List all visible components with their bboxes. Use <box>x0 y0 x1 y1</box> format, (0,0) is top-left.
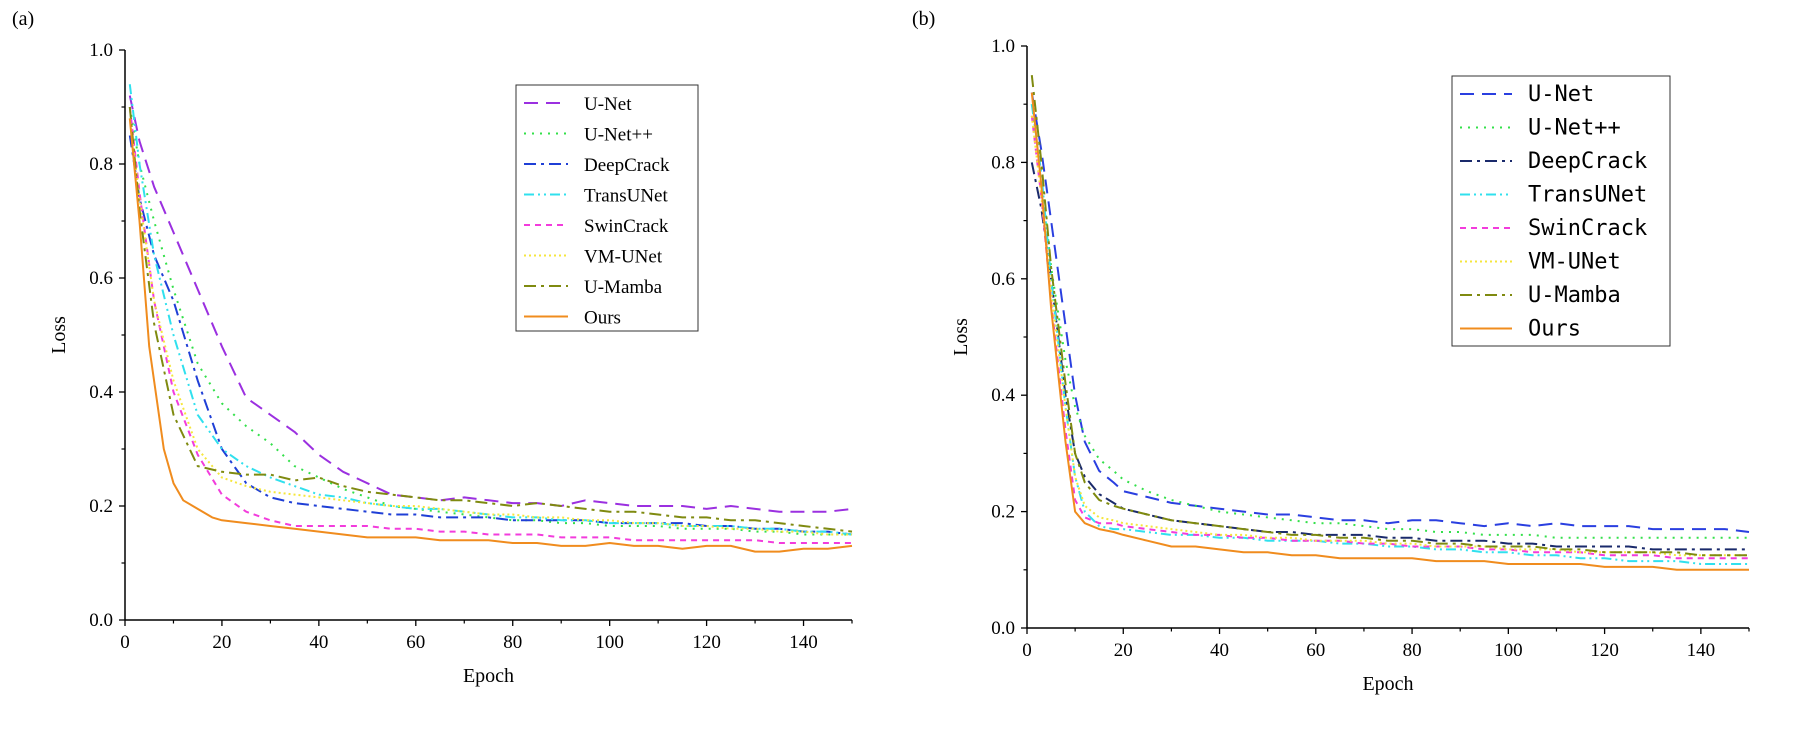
legend-label: Ours <box>1528 317 1581 342</box>
series-line-vm-unet <box>1030 115 1749 557</box>
y-tick-label: 0.4 <box>991 385 1015 406</box>
x-tick-label: 20 <box>212 632 231 653</box>
legend-label: DeepCrack <box>1528 149 1647 174</box>
series-line-transunet <box>128 84 853 536</box>
legend-label: TransUNet <box>584 186 668 207</box>
legend-box <box>1451 75 1671 347</box>
x-tick-label: 80 <box>503 632 522 653</box>
legend-label: VM-UNet <box>584 247 663 268</box>
series-line-u-mamba <box>128 106 853 533</box>
series-line-swincrack <box>128 106 852 544</box>
x-axis-title: Epoch <box>1362 673 1413 695</box>
x-tick-label: 140 <box>1687 640 1716 661</box>
legend: U-Net U-Net++ DeepCrack TransUNet SwinCrack V… <box>1451 75 1671 347</box>
x-tick-label: 60 <box>1306 640 1325 661</box>
x-tick-label: 0 <box>1022 640 1032 661</box>
x-tick-label: 0 <box>120 632 130 653</box>
x-tick-label: 140 <box>789 632 818 653</box>
series-line-u-net <box>128 95 853 513</box>
x-tick-label: 20 <box>1114 640 1133 661</box>
series-line-u-mamba <box>1030 74 1749 557</box>
series-line-u-net <box>1030 92 1750 533</box>
series-line-transunet <box>1030 104 1749 565</box>
legend-label: U-Mamba <box>584 277 663 298</box>
x-tick-label: 120 <box>1590 640 1619 661</box>
legend-label: SwinCrack <box>1528 216 1647 241</box>
series-line-ours <box>1030 92 1749 571</box>
y-tick-label: 0.0 <box>991 618 1015 639</box>
panel-b-label: (b) <box>912 8 936 30</box>
chart-panel-a: 0 20 40 60 80 100 120 140 0.0 0.2 0.4 0.6 0.8 1.0 Epoc… <box>48 40 853 687</box>
legend-label: TransUNet <box>1528 183 1647 208</box>
y-tick-label: 0.0 <box>89 610 113 631</box>
y-tick-label: 0.8 <box>89 154 113 175</box>
legend-label: U-Net++ <box>584 125 653 146</box>
y-tick-label: 1.0 <box>991 36 1015 57</box>
series-line-ours <box>128 118 853 553</box>
x-tick-label: 40 <box>1210 640 1229 661</box>
legend-label: U-Net <box>1528 82 1594 107</box>
y-tick-label: 1.0 <box>89 40 113 61</box>
legend: U-Net U-Net++ DeepCrack TransUNet SwinCrack V… <box>515 84 699 332</box>
legend-label: U-Net <box>584 94 632 115</box>
legend-label: VM-UNet <box>1528 250 1621 275</box>
x-tick-label: 80 <box>1403 640 1422 661</box>
legend-label: SwinCrack <box>584 216 669 237</box>
y-axis-title: Loss <box>48 316 70 354</box>
x-tick-label: 60 <box>406 632 425 653</box>
legend-label: U-Mamba <box>1528 283 1621 308</box>
x-tick-label: 100 <box>1494 640 1523 661</box>
panel-a-label: (a) <box>12 8 35 30</box>
legend-label: DeepCrack <box>584 155 670 176</box>
y-tick-label: 0.6 <box>991 269 1015 290</box>
y-tick-label: 0.8 <box>991 152 1015 173</box>
series-line-deepcrack <box>1030 162 1749 551</box>
x-tick-label: 40 <box>309 632 328 653</box>
x-tick-label: 120 <box>692 632 721 653</box>
y-tick-label: 0.2 <box>89 496 113 517</box>
legend-label: U-Net++ <box>1528 116 1621 141</box>
x-tick-label: 100 <box>595 632 624 653</box>
legend-label: Ours <box>584 308 621 329</box>
series-line-vm-unet <box>128 118 852 536</box>
legend-box <box>515 84 699 332</box>
y-axis-title: Loss <box>950 318 972 356</box>
y-tick-label: 0.6 <box>89 268 113 289</box>
x-axis-title: Epoch <box>463 665 514 687</box>
y-tick-label: 0.4 <box>89 382 113 403</box>
chart-panel-b: 0 20 40 60 80 100 120 140 0.0 0.2 0.4 0.6 0.8 1.0 Epoc… <box>950 36 1750 695</box>
y-tick-label: 0.2 <box>991 502 1015 523</box>
